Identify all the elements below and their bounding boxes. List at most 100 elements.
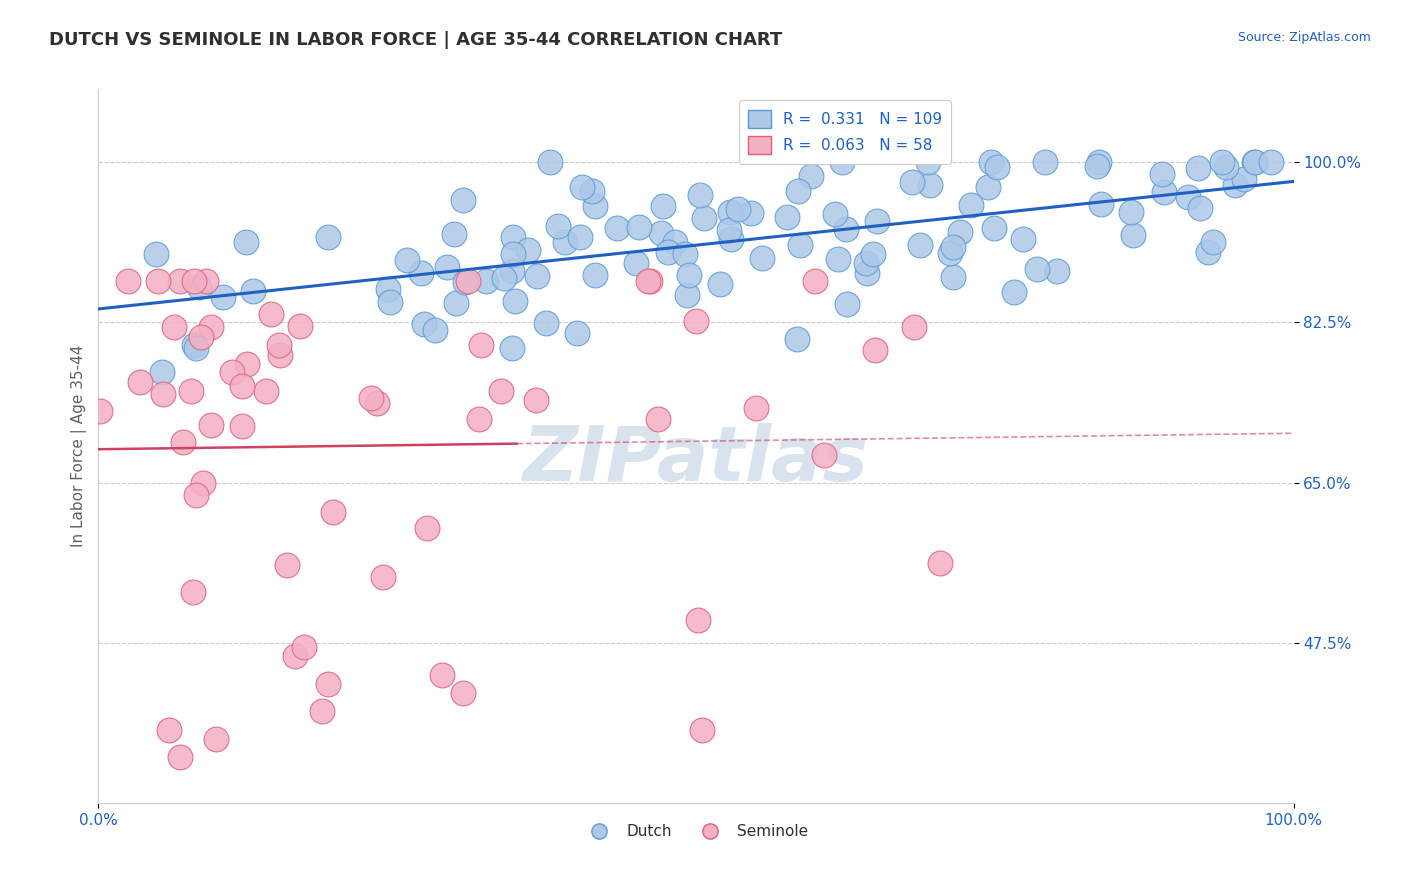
Point: [188, 280, 211, 294]
Point: [288, 318, 311, 333]
Point: [190, 330, 212, 344]
Point: [855, 256, 877, 270]
Point: [409, 266, 432, 280]
Point: [475, 274, 498, 288]
Point: [942, 270, 965, 285]
Point: [1197, 244, 1219, 259]
Point: [624, 256, 647, 270]
Point: [980, 155, 1002, 169]
Point: [538, 155, 561, 169]
Point: [837, 297, 859, 311]
Point: [311, 704, 333, 718]
Point: [585, 199, 607, 213]
Point: [152, 387, 174, 401]
Point: [183, 337, 205, 351]
Point: [423, 323, 446, 337]
Point: [1045, 263, 1067, 277]
Point: [502, 246, 524, 260]
Point: [1152, 167, 1174, 181]
Point: [200, 320, 222, 334]
Point: [827, 252, 849, 266]
Point: [204, 731, 226, 746]
Point: [412, 317, 434, 331]
Point: [236, 357, 259, 371]
Point: [678, 268, 700, 283]
Point: [191, 475, 214, 490]
Point: [657, 244, 679, 259]
Point: [416, 521, 439, 535]
Point: [638, 274, 661, 288]
Point: [740, 206, 762, 220]
Point: [800, 169, 823, 183]
Point: [776, 211, 799, 225]
Point: [862, 247, 884, 261]
Point: [745, 401, 768, 415]
Point: [689, 187, 711, 202]
Point: [186, 341, 208, 355]
Point: [1177, 189, 1199, 203]
Point: [254, 384, 277, 398]
Point: [1215, 160, 1237, 174]
Point: [451, 193, 474, 207]
Point: [180, 384, 202, 399]
Point: [200, 417, 222, 432]
Point: [908, 237, 931, 252]
Point: [470, 338, 492, 352]
Point: [366, 395, 388, 409]
Point: [1211, 155, 1233, 169]
Point: [526, 269, 548, 284]
Point: [183, 274, 205, 288]
Point: [489, 384, 512, 398]
Point: [377, 282, 399, 296]
Point: [865, 343, 887, 357]
Point: [292, 640, 315, 655]
Point: [157, 723, 180, 737]
Point: [727, 202, 749, 217]
Point: [152, 365, 174, 379]
Point: [501, 263, 523, 277]
Point: [430, 667, 453, 681]
Text: Source: ZipAtlas.com: Source: ZipAtlas.com: [1237, 31, 1371, 45]
Point: [276, 558, 298, 572]
Point: [1088, 155, 1111, 169]
Point: [1119, 205, 1142, 219]
Point: [718, 205, 741, 219]
Point: [789, 237, 811, 252]
Point: [1202, 235, 1225, 249]
Point: [172, 435, 194, 450]
Point: [502, 229, 524, 244]
Point: [1243, 155, 1265, 169]
Point: [221, 365, 243, 379]
Point: [651, 198, 673, 212]
Point: [534, 316, 557, 330]
Text: ZIPatlas: ZIPatlas: [523, 424, 869, 497]
Point: [1188, 201, 1211, 215]
Point: [866, 214, 889, 228]
Point: [380, 294, 402, 309]
Point: [129, 375, 152, 389]
Point: [1011, 232, 1033, 246]
Point: [751, 251, 773, 265]
Point: [676, 288, 699, 302]
Point: [673, 247, 696, 261]
Point: [1260, 155, 1282, 169]
Point: [637, 274, 659, 288]
Point: [501, 341, 523, 355]
Point: [212, 290, 235, 304]
Point: [834, 221, 856, 235]
Point: [664, 235, 686, 249]
Point: [1087, 159, 1109, 173]
Point: [436, 260, 458, 275]
Point: [453, 686, 475, 700]
Point: [1233, 172, 1256, 186]
Point: [942, 239, 965, 253]
Point: [690, 723, 713, 737]
Point: [468, 411, 491, 425]
Point: [831, 155, 853, 169]
Point: [316, 677, 339, 691]
Point: [824, 207, 846, 221]
Point: [373, 570, 395, 584]
Point: [554, 235, 576, 249]
Point: [516, 243, 538, 257]
Point: [494, 270, 516, 285]
